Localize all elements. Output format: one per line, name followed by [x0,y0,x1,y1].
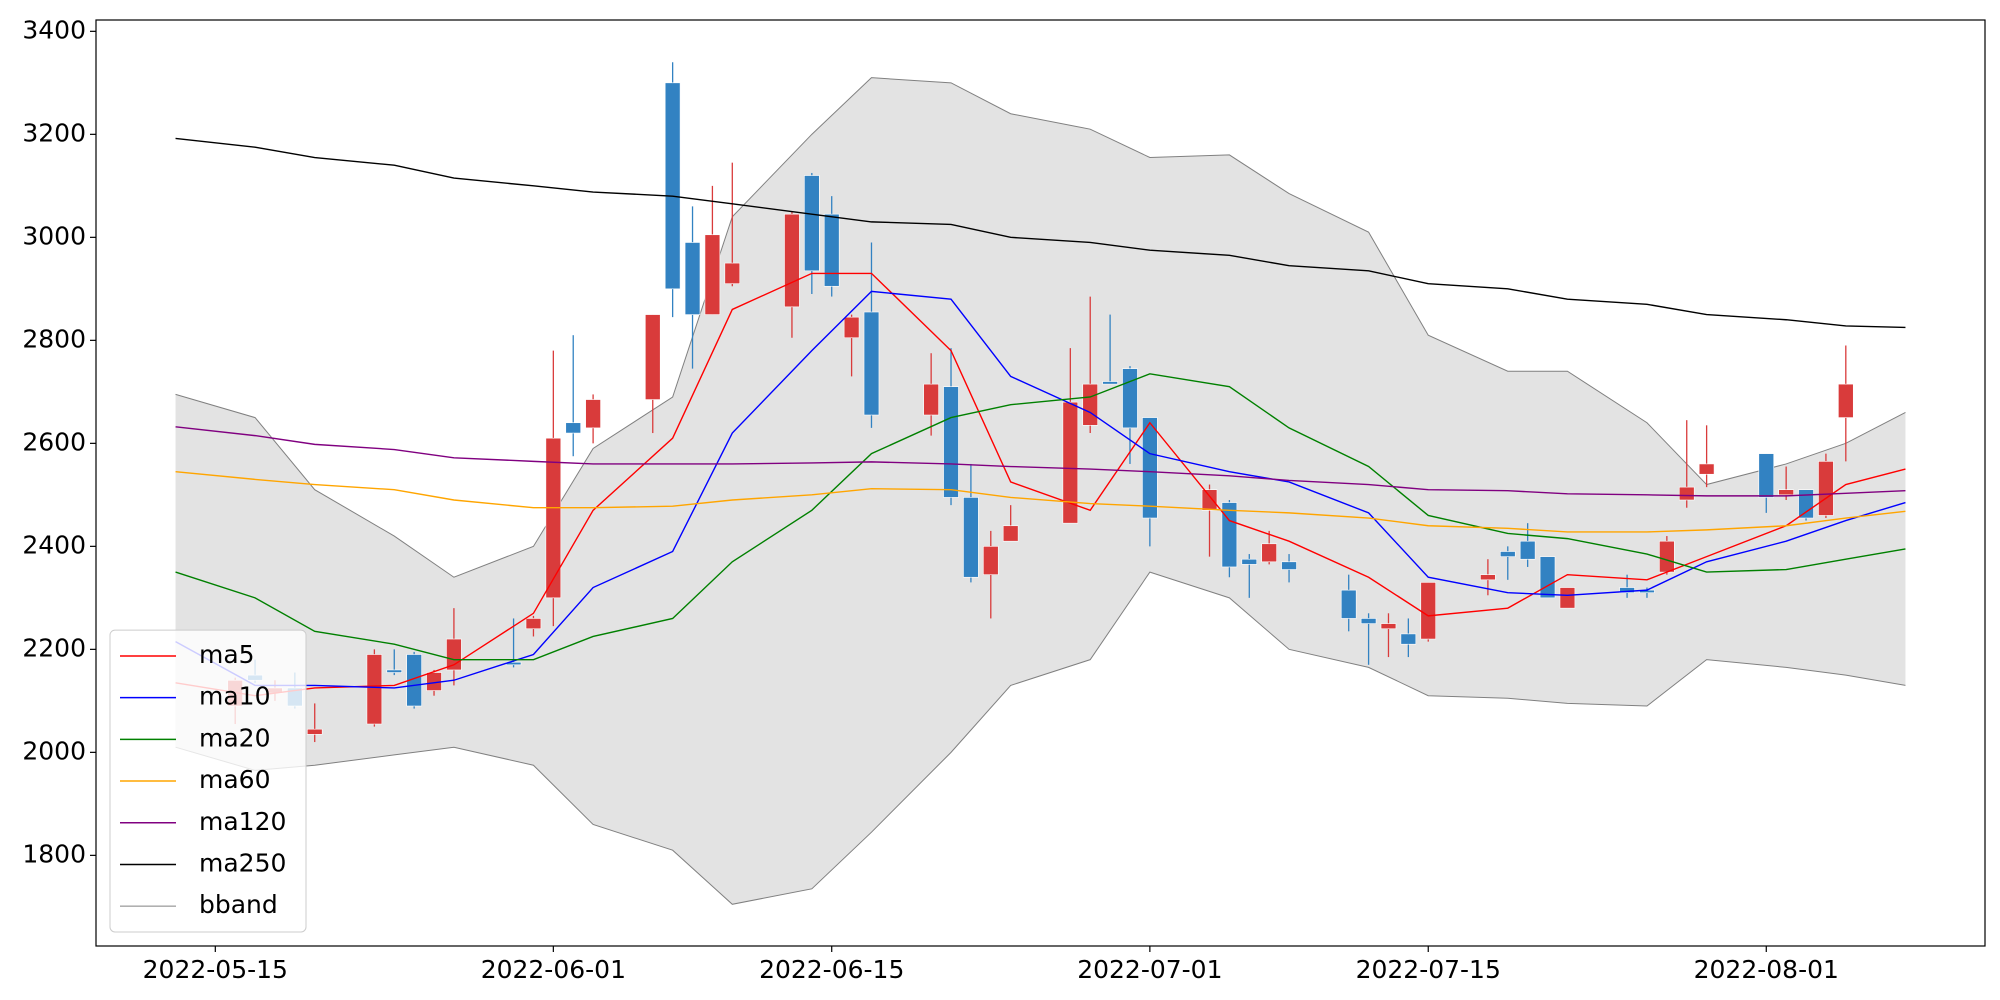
x-tick-label: 2022-08-01 [1694,955,1839,984]
candle-body [1002,525,1019,542]
band-lower [175,571,1906,905]
candle-body [963,497,979,578]
plot [175,62,1906,905]
candle-body [1360,618,1377,624]
candle-body [983,546,999,575]
x-tick-label: 2022-06-15 [759,955,904,984]
candle-body [804,175,820,272]
candle-body [565,422,581,434]
band-fill [175,77,1906,905]
x-tick-label: 2022-07-15 [1356,955,1501,984]
candle-body [1062,401,1079,524]
candle-body [1340,589,1357,619]
candle-body [724,262,741,284]
candle-body [1241,558,1258,565]
candle-body [1519,540,1536,560]
candle-body [1619,587,1635,593]
candle-body [1102,381,1118,385]
y-tick-label: 2400 [22,530,86,559]
x-tick-label: 2022-07-01 [1077,955,1222,984]
y-tick-label: 2800 [22,324,86,353]
candle-body [1838,383,1854,418]
ma-line [175,290,1906,689]
y-tick-label: 2200 [22,633,86,662]
candle-body [784,213,800,308]
y-tick-label: 2000 [22,736,86,765]
candle-body [684,242,701,315]
ma-line [175,470,1906,533]
legend-label: ma60 [199,765,270,794]
candle-body [1778,489,1794,496]
candle-body [386,669,403,673]
candle-body [406,654,422,707]
candle-body [1380,623,1397,630]
candle-body [545,437,562,599]
y-tick-label: 3200 [22,118,86,147]
candle-body [1758,453,1775,498]
candle-body [1678,486,1695,501]
candle-body [645,314,661,400]
legend-label: ma20 [199,723,270,752]
y-tick-label: 1800 [22,839,86,868]
legend-label: bband [199,890,278,919]
candle-body [1420,582,1436,640]
ma-line [175,373,1906,661]
candle-body [1142,417,1158,519]
candle-body [1798,489,1814,519]
legend: ma5 ma10 ma20 ma60 ma120 ma250 bband [109,629,307,933]
legend-label: ma5 [199,640,255,669]
candle-body [1480,574,1496,581]
candle-body [1261,543,1277,563]
candle-body [1221,502,1238,568]
legend-label: ma250 [199,848,286,877]
candle-body [525,618,542,630]
candle-body [1281,561,1297,570]
ma-line [175,272,1906,697]
y-tick-label: 3000 [22,221,86,250]
legend-label: ma10 [199,682,270,711]
candle-body [1539,556,1556,599]
legend-box [109,629,307,933]
candle-body [1201,489,1218,511]
candle-body [1698,463,1715,475]
y-tick-label: 2600 [22,427,86,456]
candle-body [1082,383,1098,426]
candle-body [1400,633,1417,645]
candle-body [843,316,860,339]
candle-body [1500,551,1516,557]
plot-frame [95,19,1986,947]
ma-line [175,426,1906,497]
candle-body [1659,540,1675,573]
candle-body [863,311,880,416]
candle-body [664,82,681,290]
candle-body [585,399,601,429]
candle-body [943,386,959,498]
legend-label: ma120 [199,807,286,836]
candle-body [823,213,840,287]
candle-body [923,383,939,416]
x-tick-label: 2022-05-15 [143,955,288,984]
candle-body [1818,461,1834,516]
candle-body [1559,587,1576,609]
x-tick-label: 2022-06-01 [481,955,626,984]
candle-body [704,234,721,315]
y-tick-label: 3400 [22,15,86,44]
candle-body [1122,368,1138,429]
band-upper [175,77,1906,578]
candle-body [366,654,383,725]
candle-body [306,728,323,735]
ma-line [175,137,1906,329]
